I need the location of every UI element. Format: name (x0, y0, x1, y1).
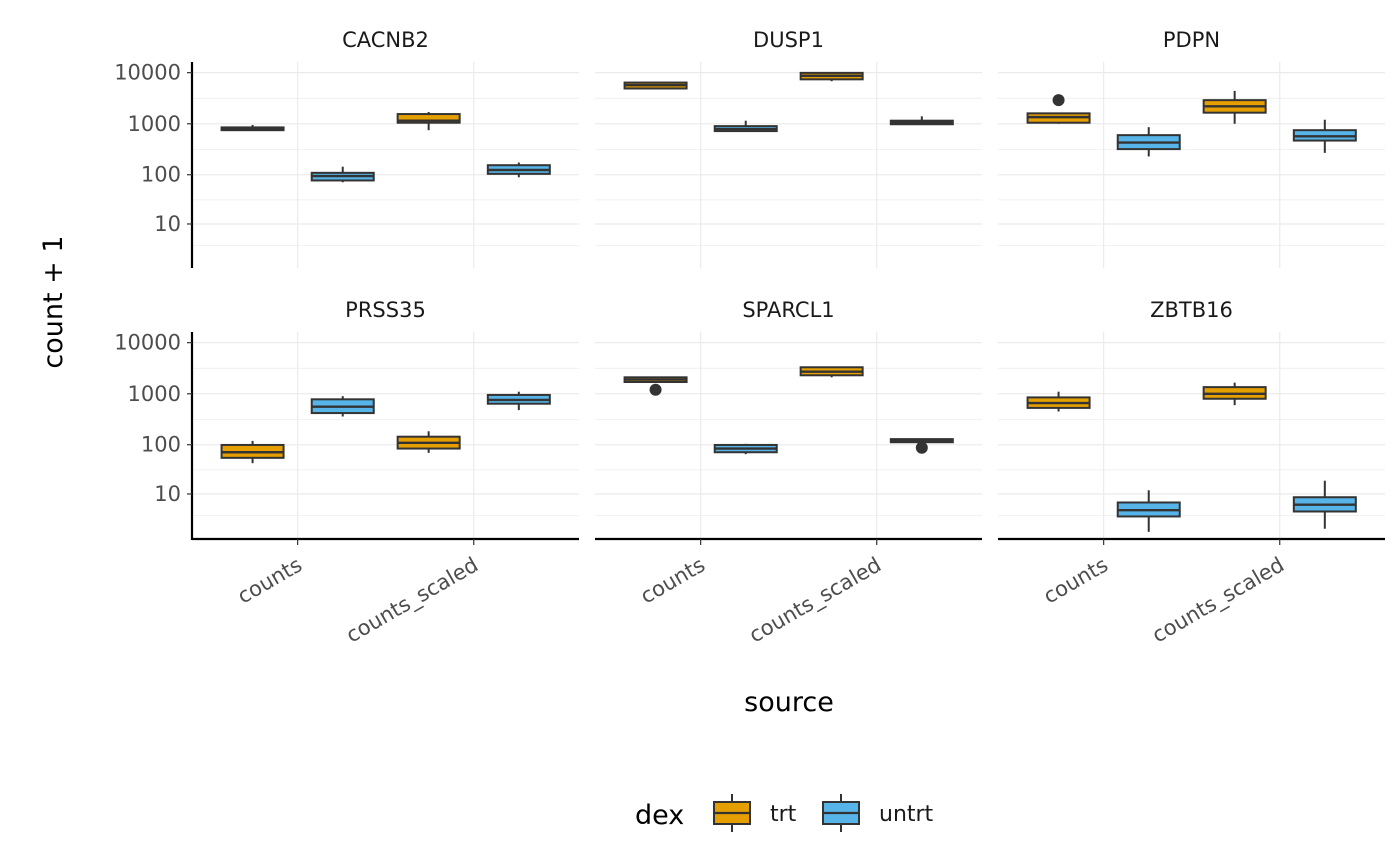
box-untrt (310, 166, 375, 183)
box-untrt (310, 396, 375, 417)
box-trt (1026, 94, 1091, 124)
facet-panel: ZBTB16 counts counts_scaled (998, 298, 1385, 648)
box-untrt (889, 438, 954, 454)
facet-panels: CACNB2 10 100 1000 10000 DUSP1 PDPN PRSS35 10 100… (114, 28, 1385, 648)
box-trt (396, 431, 461, 453)
box-trt (623, 81, 688, 90)
box-untrt (1116, 127, 1181, 157)
facet-title: ZBTB16 (1150, 298, 1233, 322)
y-tick-label: 10000 (114, 331, 181, 355)
facet-title: DUSP1 (753, 28, 824, 52)
box-outlier (1052, 94, 1065, 107)
box-untrt (1292, 480, 1357, 529)
x-tick-label: counts_scaled (342, 553, 483, 649)
y-tick-label: 10 (154, 212, 181, 236)
box-trt (396, 112, 461, 131)
box-trt (623, 376, 688, 396)
x-tick-label: counts (233, 553, 306, 609)
box-untrt (713, 443, 778, 455)
y-tick-label: 100 (141, 163, 181, 187)
box-untrt (889, 116, 954, 126)
facet-panel: PRSS35 10 100 1000 10000 counts counts_scaled (114, 298, 579, 648)
x-tick-label: counts (1039, 553, 1112, 609)
facet-panel: DUSP1 (595, 28, 982, 268)
y-tick-label: 1000 (128, 112, 181, 136)
facet-title: SPARCL1 (742, 298, 834, 322)
box-untrt (713, 120, 778, 133)
legend-title: dex (635, 800, 684, 831)
box-untrt (1116, 490, 1181, 532)
legend-item-trt: trt (713, 794, 797, 832)
x-tick-label: counts_scaled (745, 553, 886, 649)
legend-item-untrt: untrt (822, 794, 934, 832)
y-tick-label: 10 (154, 482, 181, 506)
y-tick-label: 1000 (128, 382, 181, 406)
y-axis-title: count + 1 (38, 235, 69, 368)
box-trt (220, 440, 285, 464)
box-trt (799, 71, 864, 82)
legend-label: trt (770, 802, 797, 827)
box-trt (1202, 90, 1267, 124)
y-tick-label: 10000 (114, 61, 181, 85)
box-outlier (915, 441, 928, 454)
x-axis-title: source (744, 687, 834, 718)
legend-label: untrt (879, 802, 934, 827)
box-trt (1202, 382, 1267, 406)
box-untrt (1292, 119, 1357, 153)
box-untrt (486, 162, 551, 178)
facet-title: PDPN (1163, 28, 1220, 52)
y-tick-label: 100 (141, 433, 181, 457)
box-untrt (486, 391, 551, 411)
legend: dex trt untrt (635, 794, 934, 832)
x-tick-label: counts (636, 553, 709, 609)
x-tick-label: counts_scaled (1148, 553, 1289, 649)
facet-title: PRSS35 (345, 298, 426, 322)
box-trt (799, 366, 864, 378)
box-trt (220, 124, 285, 132)
box-body (396, 113, 461, 124)
box-outlier (649, 383, 662, 396)
facet-panel: PDPN (998, 28, 1385, 268)
facet-panel: SPARCL1 counts counts_scaled (595, 298, 982, 648)
facet-panel: CACNB2 10 100 1000 10000 (114, 28, 579, 268)
box-trt (1026, 391, 1091, 412)
facet-title: CACNB2 (342, 28, 429, 52)
